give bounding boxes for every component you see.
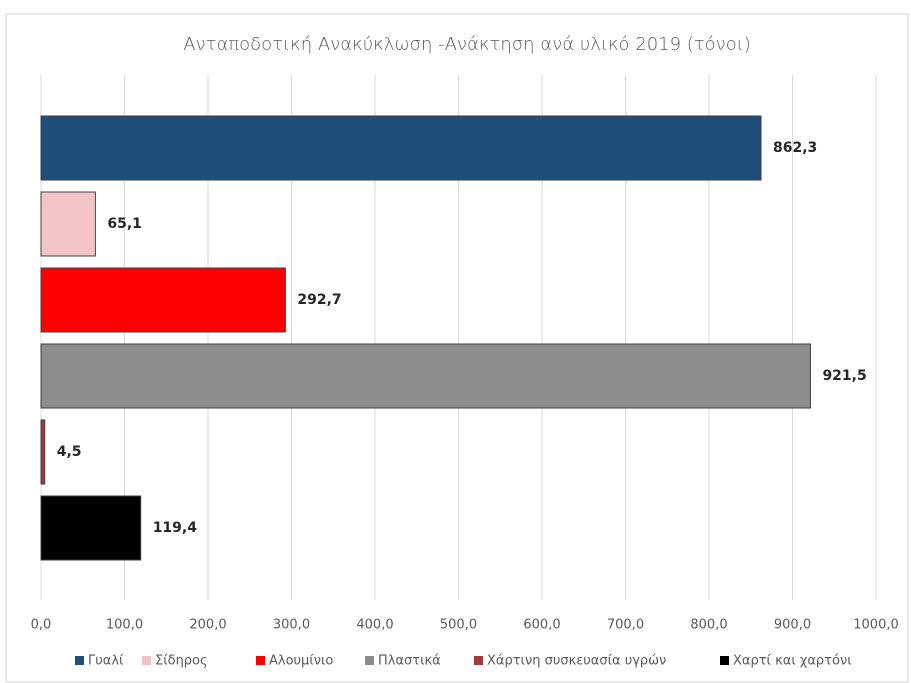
legend-label: Χάρτινη συσκευασία υγρών (487, 654, 666, 669)
legend-label: Αλουμίνιο (269, 654, 333, 669)
x-tick-label: 800,0 (690, 618, 727, 633)
bar (40, 419, 46, 485)
x-tick-label: 0,0 (31, 618, 52, 633)
legend-label: Σίδηρος (155, 654, 208, 669)
legend-swatch (256, 656, 265, 665)
data-label: 4,5 (57, 444, 82, 460)
bar (40, 267, 286, 333)
x-tick-label: 600,0 (523, 618, 560, 633)
bar (40, 115, 762, 181)
bar (40, 495, 142, 561)
x-tick-label: 900,0 (774, 618, 811, 633)
legend-swatch (720, 656, 729, 665)
x-tick-label: 700,0 (607, 618, 644, 633)
bar (40, 343, 811, 409)
bar (40, 191, 96, 257)
legend-swatch (474, 656, 483, 665)
x-tick-label: 100,0 (106, 618, 143, 633)
chart-title: Ανταποδοτική Ανακύκλωση -Ανάκτηση ανά υλ… (183, 34, 750, 55)
x-tick-label: 400,0 (356, 618, 393, 633)
data-label: 119,4 (153, 520, 198, 536)
legend-label: Γυαλί (88, 654, 124, 669)
x-tick-label: 200,0 (189, 618, 226, 633)
legend-label: Πλαστικά (378, 654, 441, 669)
x-tick-label: 300,0 (273, 618, 310, 633)
data-label: 862,3 (773, 140, 817, 156)
legend-label: Χαρτί και χαρτόνι (733, 654, 852, 669)
legend-swatch (75, 656, 84, 665)
data-label: 292,7 (297, 292, 341, 308)
legend-swatch (142, 656, 151, 665)
data-label: 65,1 (107, 216, 142, 232)
x-tick-label: 500,0 (440, 618, 477, 633)
data-label: 921,5 (822, 368, 866, 384)
legend-swatch (365, 656, 374, 665)
x-tick-label: 1000,0 (853, 618, 899, 633)
